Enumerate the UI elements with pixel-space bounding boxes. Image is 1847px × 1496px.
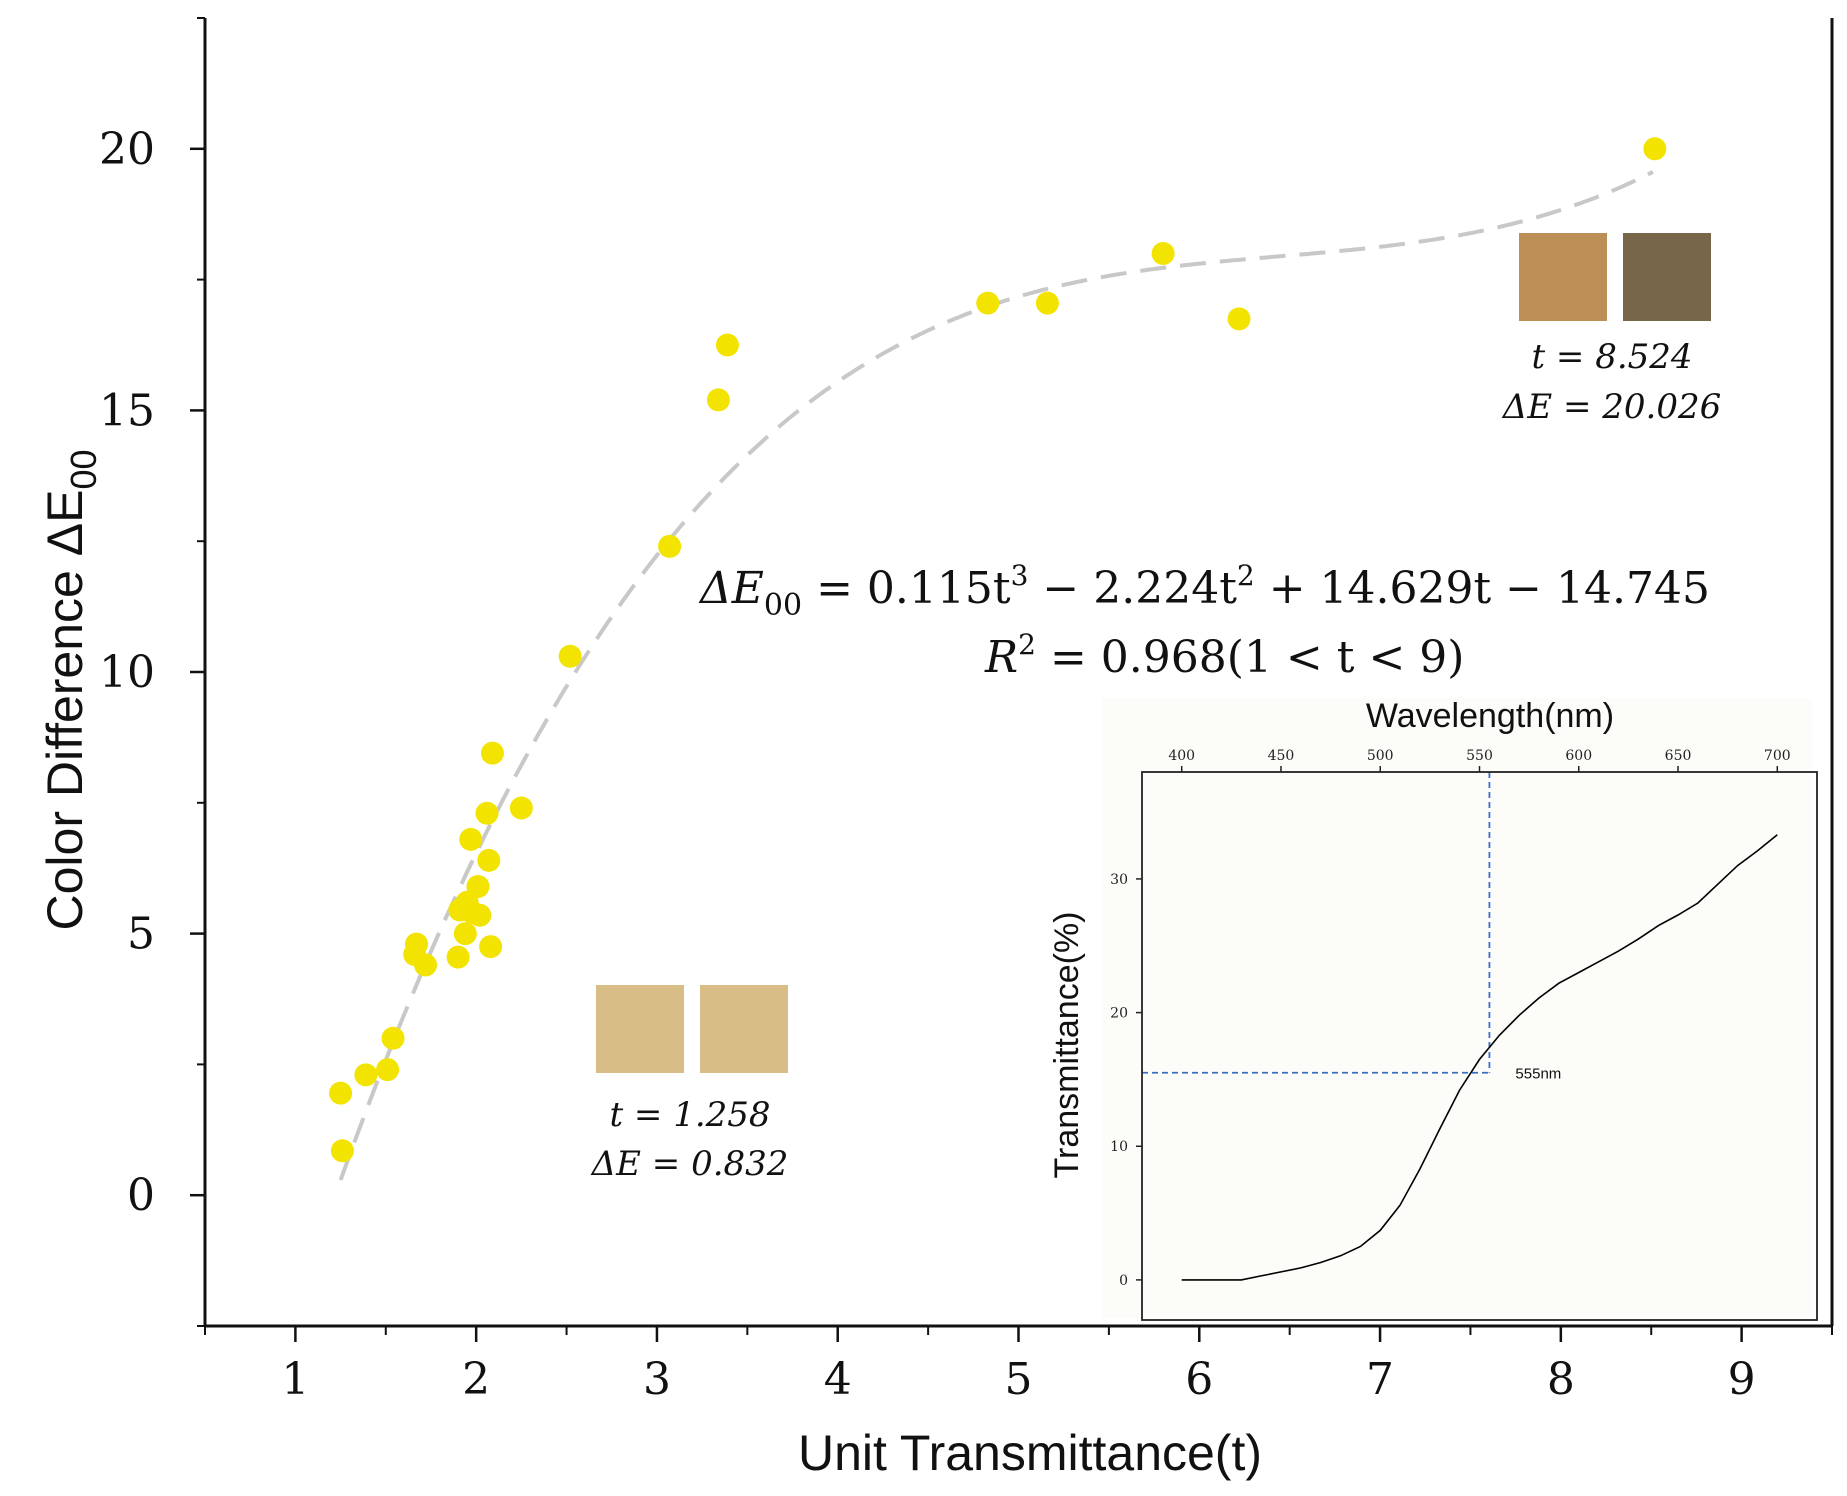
r-squared-rhs: = 0.968(1 < t < 9) [1036,632,1464,683]
data-point [376,1058,400,1082]
main-y-ticks: 0 5 10 15 20 [99,17,205,1327]
annotation-low-t: t = 1.258 [609,1095,770,1135]
data-point [466,875,490,899]
fit-equation-exponent-2: 2 [1237,559,1255,592]
color-swatch-low-original [596,985,684,1073]
inset-y-tick-label: 0 [1119,1273,1128,1289]
fit-equation-lhs: ΔE [698,563,764,614]
data-point [1227,307,1251,331]
transmittance-curve [1181,834,1778,1281]
main-y-tick-label: 10 [99,647,155,698]
data-point [1035,291,1059,315]
main-x-axis-label: Unit Transmittance(t) [798,1425,1262,1481]
scatter-points-layer [329,137,1667,1163]
fit-equation-term-1: = 0.115t [802,563,1011,614]
data-point [414,953,438,977]
main-x-tick-label: 4 [824,1354,852,1405]
inset-x-ticks: 400 450 500 550 600 650 700 [1168,748,1791,772]
main-x-tick-label: 9 [1728,1354,1756,1405]
main-y-tick-label: 5 [127,909,155,960]
main-x-tick-label: 8 [1547,1354,1575,1405]
fit-equation-lhs-subscript: 00 [764,588,802,623]
data-point [480,741,504,765]
inset-x-tick-label: 700 [1764,748,1791,764]
color-swatch-high-filtered [1623,233,1711,321]
data-point [459,827,483,851]
inset-x-tick-label: 450 [1268,748,1295,764]
annotation-high-delta-e: ΔE = 20.026 [1501,387,1721,427]
main-x-tick-label: 2 [462,1354,490,1405]
annotation-high: t = 8.524 ΔE = 20.026 [1501,233,1721,427]
data-point [558,644,582,668]
inset-y-tick-label: 10 [1110,1139,1128,1155]
annotation-high-t: t = 8.524 [1531,337,1692,377]
fit-equation-term-3: + 14.629t − 14.745 [1255,563,1710,614]
data-point [329,1081,353,1105]
main-x-tick-label: 5 [1005,1354,1033,1405]
inset-x-tick-label: 550 [1466,748,1493,764]
main-x-tick-label: 6 [1185,1354,1213,1405]
data-point [477,848,501,872]
main-x-tick-label: 7 [1366,1354,1394,1405]
fit-equation-term-2: − 2.224t [1028,563,1237,614]
color-swatch-high-original [1519,233,1607,321]
data-point [706,388,730,412]
inset-x-axis-label: Wavelength(nm) [1366,697,1614,735]
main-y-axis-label: Color Difference ΔE00 [37,449,104,930]
inset-marker-label: 555nm [1515,1066,1561,1083]
annotation-low: t = 1.258 ΔE = 0.832 [590,985,789,1184]
data-point [330,1139,354,1163]
inset-chart: Wavelength(nm) 400 450 500 550 600 650 700 0 10… [1048,697,1818,1321]
inset-x-tick-label: 650 [1665,748,1692,764]
data-point [381,1026,405,1050]
fit-equation: ΔE00 = 0.115t3 − 2.224t2 + 14.629t − 14.… [698,559,1710,623]
main-x-tick-label: 3 [643,1354,671,1405]
data-point [658,534,682,558]
inset-y-ticks: 0 10 20 30 [1110,872,1142,1289]
main-y-axis-label-subscript: 00 [63,449,104,489]
inset-background [1102,698,1812,1318]
inset-y-tick-label: 20 [1110,1006,1128,1022]
main-y-tick-label: 15 [99,385,155,436]
data-point [509,796,533,820]
data-point [475,801,499,825]
data-point [468,903,492,927]
inset-y-tick-label: 30 [1110,872,1128,888]
color-swatch-low-filtered [700,985,788,1073]
r-squared: R2 = 0.968(1 < t < 9) [984,628,1464,683]
data-point [354,1063,378,1087]
data-point [405,932,429,956]
main-y-tick-label: 20 [99,124,155,175]
data-point [1643,137,1667,161]
main-x-ticks: 1 2 3 4 5 6 7 8 9 [204,1326,1833,1405]
inset-guide-lines [1142,772,1491,1074]
main-y-axis-label-main: Color Difference ΔE [37,490,93,931]
inset-y-axis-label: Transmittance(%) [1048,911,1086,1178]
fit-equation-exponent-1: 3 [1011,559,1029,592]
main-y-tick-label: 0 [127,1170,155,1221]
inset-x-tick-label: 500 [1367,748,1394,764]
inset-x-tick-label: 400 [1168,748,1195,764]
data-point [1151,241,1175,265]
r-squared-exponent: 2 [1018,628,1036,661]
data-point [479,935,503,959]
r-squared-lhs: R [984,632,1018,683]
data-point [453,922,477,946]
annotation-low-delta-e: ΔE = 0.832 [590,1144,789,1184]
data-point [446,945,470,969]
inset-x-tick-label: 600 [1565,748,1592,764]
data-point [715,333,739,357]
data-point [976,291,1000,315]
inset-frame [1141,771,1818,1321]
main-x-tick-label: 1 [281,1354,309,1405]
